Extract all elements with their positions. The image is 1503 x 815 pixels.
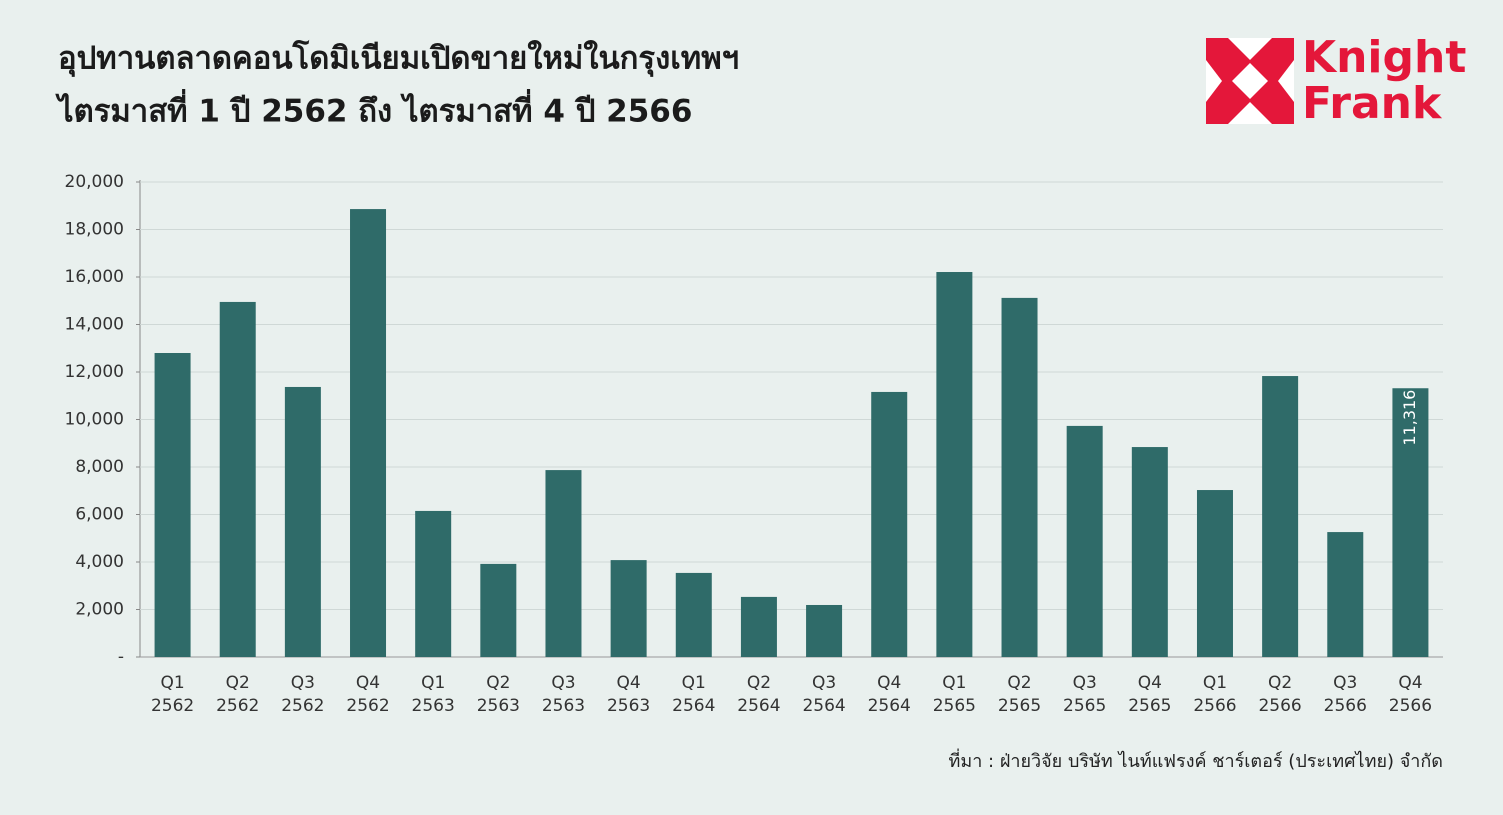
x-tick-label: Q3: [1333, 673, 1357, 693]
x-tick-label: Q3: [551, 673, 575, 693]
bar: [675, 572, 712, 657]
x-tick-label: 2565: [1063, 696, 1106, 716]
x-tick-label: Q2: [1007, 673, 1031, 693]
bar: [1001, 297, 1038, 657]
bar: [480, 563, 517, 657]
logo-text: Frank: [1302, 78, 1443, 129]
x-tick-label: 2563: [542, 696, 585, 716]
source: ที่มา : ฝ่ายวิจัย บริษัท ไนท์แฟรงค์ ชาร์…: [948, 748, 1443, 772]
y-tick-label: 12,000: [65, 362, 124, 382]
bar: [284, 386, 321, 657]
y-tick-label: 18,000: [65, 220, 124, 240]
x-tick-label: Q1: [1203, 673, 1227, 693]
logo-text: Knight: [1302, 32, 1466, 83]
y-tick-label: 4,000: [75, 552, 124, 572]
bar: [806, 604, 843, 657]
x-tick-label: 2562: [346, 696, 389, 716]
bar: [154, 353, 191, 657]
x-tick-label: Q3: [291, 673, 315, 693]
x-tick-label: Q1: [421, 673, 445, 693]
y-tick-label: 8,000: [75, 457, 124, 477]
x-tick-label: 2566: [1258, 696, 1301, 716]
x-tick-label: 2562: [216, 696, 259, 716]
bar: [740, 596, 777, 657]
x-tick-label: 2566: [1193, 696, 1236, 716]
y-tick-label: 20,000: [65, 172, 124, 192]
bar: [415, 510, 452, 657]
title-line: อุปทานตลาดคอนโดมิเนียมเปิดขายใหม่ในกรุงเ…: [58, 40, 739, 78]
bar: [1196, 490, 1233, 657]
x-tick-label: 2565: [1128, 696, 1171, 716]
bar: [1066, 425, 1103, 657]
bar: [1327, 532, 1364, 657]
x-tick-label: 2562: [151, 696, 194, 716]
x-tick-label: 2564: [802, 696, 845, 716]
bar: [545, 470, 582, 657]
value-label: 11,316: [1400, 390, 1419, 446]
x-tick-label: Q2: [1268, 673, 1292, 693]
x-tick-label: Q4: [617, 673, 641, 693]
y-tick-label: 10,000: [65, 410, 124, 430]
x-tick-label: Q3: [1073, 673, 1097, 693]
x-tick-label: Q1: [942, 673, 966, 693]
y-tick-label: 16,000: [65, 267, 124, 287]
x-tick-label: 2562: [281, 696, 324, 716]
x-tick-label: Q4: [1398, 673, 1422, 693]
logo-mark: [1206, 38, 1294, 124]
bar: [871, 391, 908, 657]
x-tick-label: Q1: [160, 673, 184, 693]
x-tick-label: 2563: [607, 696, 650, 716]
y-tick-label: 14,000: [65, 315, 124, 335]
x-tick-label: 2564: [672, 696, 715, 716]
y-tick-label: -: [118, 647, 124, 667]
x-tick-label: Q2: [747, 673, 771, 693]
x-tick-label: 2564: [868, 696, 911, 716]
y-tick-label: 6,000: [75, 505, 124, 525]
x-tick-label: Q4: [877, 673, 901, 693]
x-tick-label: 2565: [998, 696, 1041, 716]
x-tick-label: Q3: [812, 673, 836, 693]
y-tick-label: 2,000: [75, 600, 124, 620]
x-tick-label: Q2: [486, 673, 510, 693]
bar: [350, 209, 387, 657]
bar: [219, 301, 256, 657]
bar: [936, 272, 973, 657]
x-tick-label: 2566: [1324, 696, 1367, 716]
x-tick-label: 2565: [933, 696, 976, 716]
bar: [610, 560, 647, 657]
x-tick-label: Q1: [682, 673, 706, 693]
bar: [1131, 447, 1168, 657]
x-tick-label: 2564: [737, 696, 780, 716]
x-tick-label: Q2: [226, 673, 250, 693]
x-tick-label: Q4: [356, 673, 380, 693]
bar: [1392, 388, 1429, 657]
x-tick-label: 2566: [1389, 696, 1432, 716]
x-tick-label: 2563: [477, 696, 520, 716]
x-tick-label: Q4: [1138, 673, 1162, 693]
title-line: ไตรมาสที่ 1 ปี 2562 ถึง ไตรมาสที่ 4 ปี 2…: [55, 89, 692, 130]
bar: [1262, 376, 1299, 657]
x-tick-label: 2563: [412, 696, 455, 716]
